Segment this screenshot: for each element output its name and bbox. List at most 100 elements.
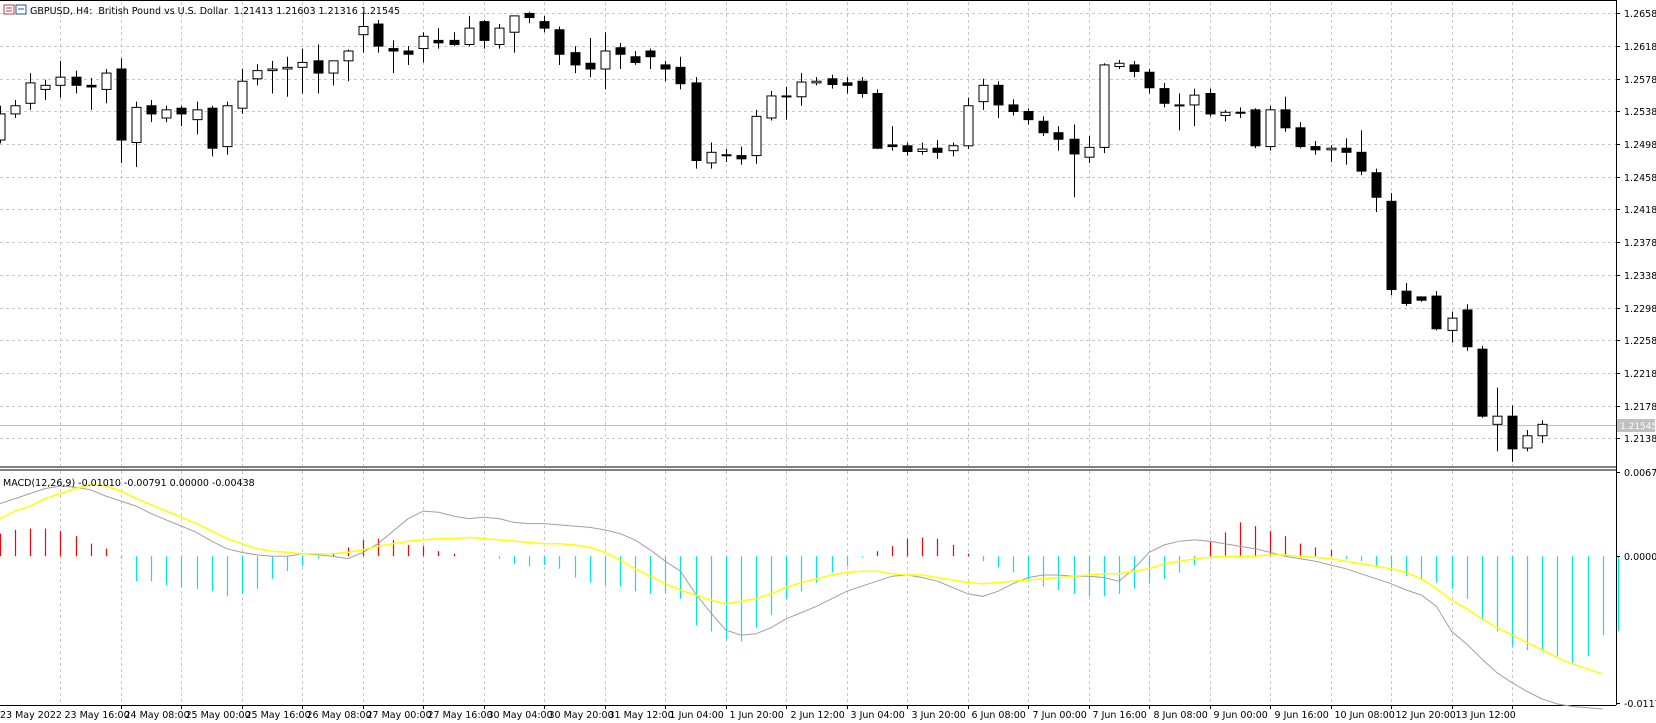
candle (1099, 63, 1110, 154)
price-tick-label: 1.22580 (1624, 336, 1656, 347)
candle (131, 101, 142, 168)
candle-body-bear (86, 84, 97, 88)
candle-body-bear (479, 21, 490, 41)
candle-body-bear (1295, 127, 1306, 148)
candle-body-bear (524, 12, 535, 19)
candle-body-bull (1447, 317, 1458, 331)
candle-body-bear (781, 95, 792, 98)
time-tick-label: 3 Jun 20:00 (912, 710, 966, 721)
candle (1326, 144, 1337, 163)
time-tick-label: 9 Jun 00:00 (1214, 710, 1268, 721)
candle-body-bear (736, 155, 747, 160)
candle (222, 101, 233, 155)
candle-body-bear (615, 47, 626, 55)
candle (388, 40, 399, 74)
candle-body-bear (857, 80, 868, 94)
macd-axis[interactable]: 0.00672 0.00000 -0.01170 (1616, 468, 1656, 710)
candle (1401, 283, 1412, 306)
candle (71, 70, 82, 94)
candle-body-bull (600, 50, 611, 70)
candle (449, 32, 460, 47)
time-tick-label: 26 May 08:00 (307, 710, 372, 721)
time-tick-label: 2 Jun 12:00 (791, 710, 845, 721)
candle (1159, 82, 1170, 108)
macd-tick-label: 0.00672 (1624, 468, 1656, 479)
candle (993, 81, 1004, 118)
candle (978, 78, 989, 110)
macd-histogram (0, 522, 1620, 663)
candle-body-bull (1174, 104, 1185, 107)
candle-body-bull (40, 84, 51, 90)
price-tick-label: 1.24580 (1624, 173, 1656, 184)
candle-body-bear (554, 29, 565, 55)
candle (872, 89, 883, 150)
price-axis[interactable]: 1.26580 1.26180 1.25780 1.25380 1.24980 1.245… (1616, 9, 1656, 445)
candle (811, 77, 822, 86)
time-tick-label: 23 May 2022 (0, 710, 62, 721)
candle-body-bear (116, 68, 127, 141)
candle (554, 26, 565, 65)
candle-body-bull (328, 60, 339, 74)
candle-body-bull (811, 80, 822, 84)
candle (660, 60, 671, 82)
candle (1310, 140, 1321, 155)
time-tick-label: 27 May 00:00 (367, 710, 432, 721)
candle (10, 100, 21, 118)
candle-body-bear (1159, 88, 1170, 104)
candle-body-bull (1189, 94, 1200, 106)
candle (1114, 60, 1125, 69)
price-tick-label: 1.21780 (1624, 402, 1656, 413)
candle (1144, 68, 1155, 94)
candle (358, 11, 369, 53)
candle-body-bear (691, 82, 702, 161)
time-tick-label: 6 Jun 08:00 (972, 710, 1026, 721)
candle-body-bull (1326, 147, 1337, 151)
macd-tick-label: 0.00000 (1624, 552, 1656, 563)
candle-body-bear (1431, 295, 1442, 330)
chart-window-icon[interactable] (3, 4, 27, 15)
candle-body-bull (418, 35, 429, 50)
time-tick-label: 27 May 16:00 (428, 710, 493, 721)
candle (1416, 296, 1427, 302)
time-tick-label: 7 Jun 00:00 (1033, 710, 1087, 721)
candle-body-bear (1356, 151, 1367, 172)
candle-body-bear (585, 62, 596, 70)
candle-body-bull (978, 84, 989, 103)
price-tick-label: 1.22980 (1624, 304, 1656, 315)
candle-body-bull (282, 66, 293, 70)
candle-body-bull (1084, 146, 1095, 158)
candle-body-bear (433, 39, 444, 44)
candle (827, 74, 838, 89)
candle (373, 19, 384, 53)
candle (1084, 135, 1095, 163)
candle-body-bull (343, 50, 354, 62)
candle-body-bear (645, 50, 656, 58)
time-tick-label: 24 May 08:00 (125, 710, 190, 721)
candle (55, 60, 66, 98)
candle-body-bear (1507, 415, 1518, 450)
candle (857, 77, 868, 98)
candle-body-bear (1371, 172, 1382, 198)
candle-body-bull (917, 148, 928, 152)
candle (1174, 93, 1185, 131)
main-pane (0, 0, 1617, 705)
candle (297, 48, 308, 94)
candle-body-bear (71, 76, 82, 86)
candle-body-bear (1341, 147, 1352, 153)
candle-body-bull (55, 76, 66, 86)
time-tick-label: 9 Jun 16:00 (1275, 710, 1329, 721)
candle (267, 60, 278, 94)
candle (1220, 109, 1231, 122)
candle-body-bear (872, 92, 883, 149)
candle (1522, 430, 1533, 452)
candle (116, 58, 127, 163)
candle-body-bull (1235, 111, 1246, 114)
candle (706, 142, 717, 169)
candle (343, 49, 354, 82)
pane-separator[interactable] (0, 466, 1616, 471)
candle-body-bull (1220, 111, 1231, 117)
candle (1341, 138, 1352, 165)
candle (781, 86, 792, 120)
